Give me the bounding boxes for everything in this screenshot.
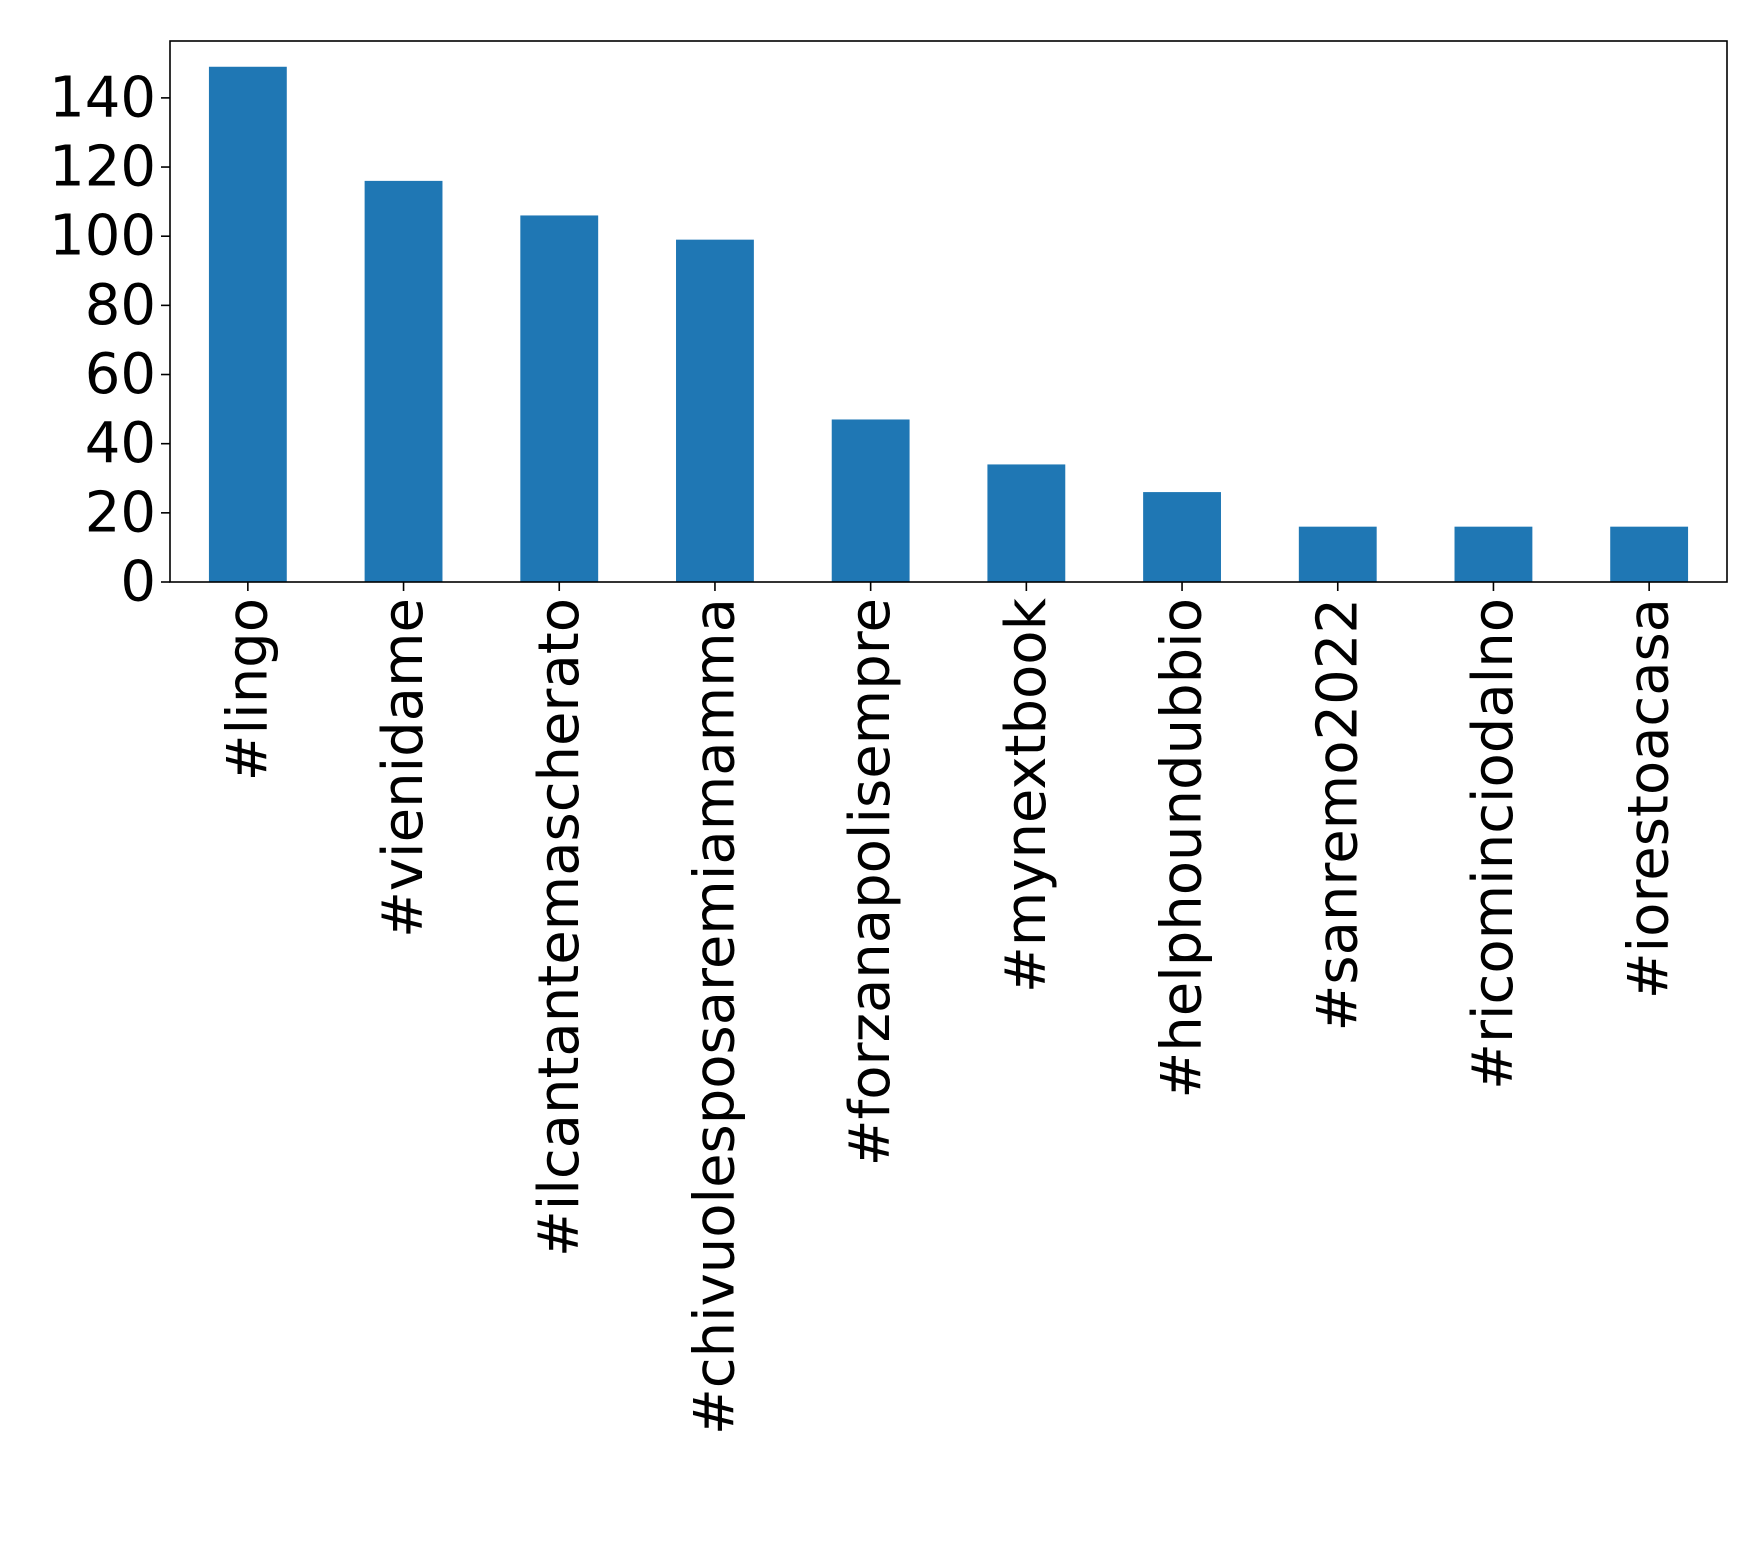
x-tick-label: #sanremo2022 [1305, 598, 1370, 1031]
x-tick-label: #helphoundubbio [1150, 598, 1215, 1099]
y-tick-label: 0 [120, 550, 156, 615]
bar [987, 464, 1066, 582]
y-tick-label: 120 [49, 135, 156, 200]
bar [1610, 526, 1689, 582]
x-tick-label: #ilcantantemascherato [527, 598, 592, 1257]
bar [676, 239, 754, 582]
x-tick-label: #ricominciodalno [1461, 598, 1526, 1090]
bar [364, 180, 443, 582]
x-tick-label: #iorestoacasa [1617, 598, 1682, 999]
y-tick-label: 100 [49, 204, 156, 269]
y-tick-label: 80 [85, 273, 156, 338]
bar [1143, 492, 1221, 582]
x-tick-label: #forzanapolisempre [838, 598, 903, 1166]
bar [1454, 526, 1533, 582]
plot-frame [169, 40, 1728, 583]
y-tick-label: 40 [85, 411, 156, 476]
x-tick-label: #lingo [215, 598, 280, 781]
bars-group [208, 66, 1689, 582]
bar [208, 66, 287, 582]
x-axis: #lingo #vienidame #ilcantantemascherato #ch… [215, 582, 1682, 1435]
x-tick-label: #chivuolesposaremiamamma [682, 598, 747, 1435]
bar [1298, 526, 1377, 582]
bar [520, 215, 599, 582]
y-tick-label: 20 [85, 480, 156, 545]
y-tick-label: 60 [85, 342, 156, 407]
bar [831, 419, 910, 582]
y-tick-label: 140 [49, 65, 156, 130]
x-tick-label: #vienidame [371, 598, 436, 938]
x-tick-label: #mynextbook [994, 597, 1059, 993]
